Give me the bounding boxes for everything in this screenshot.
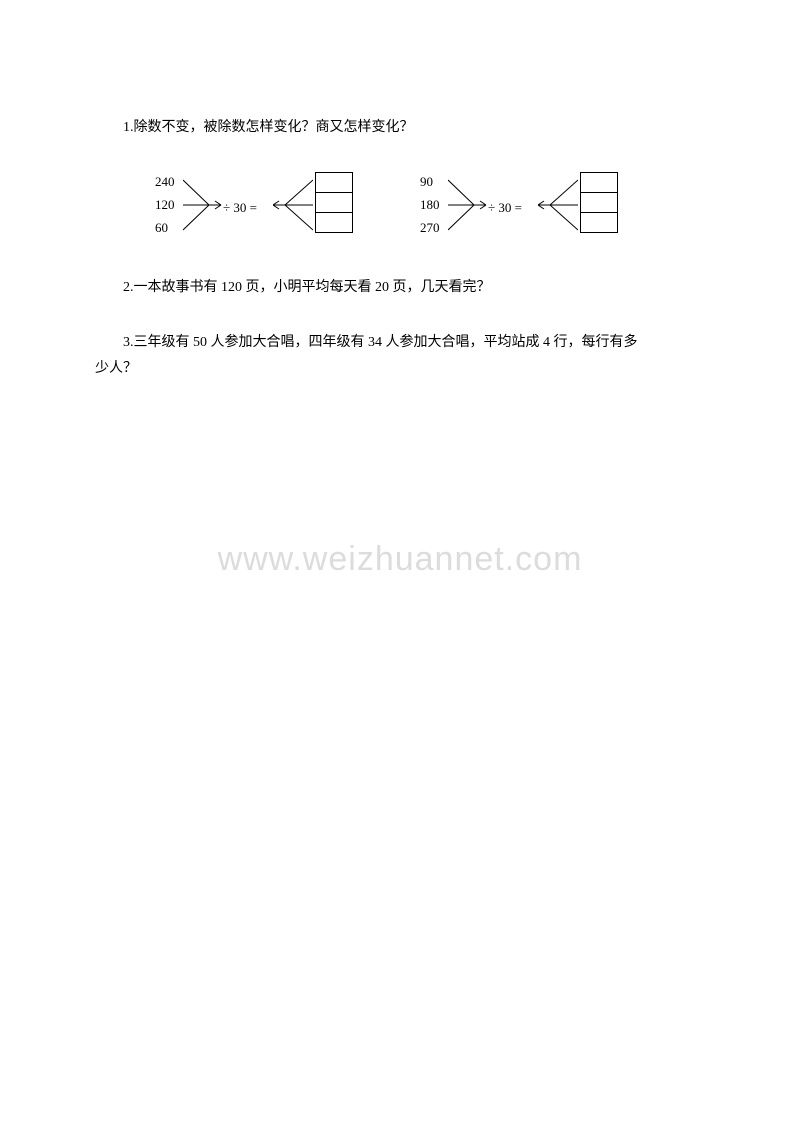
input-value: 90 xyxy=(420,170,440,193)
diagram-2: 90 180 270 ÷ 30 = xyxy=(420,170,635,240)
watermark-text: www.weizhuannet.com xyxy=(0,540,800,579)
q2-text: 2.一本故事书有 120 页，小明平均每天看 20 页，几天看完？ xyxy=(95,275,705,300)
q1-text: 1.除数不变，被除数怎样变化？商又怎样变化？ xyxy=(95,115,705,140)
converge-left-icon xyxy=(183,170,223,249)
answer-box[interactable] xyxy=(315,172,353,193)
answer-box[interactable] xyxy=(315,192,353,213)
operation-text: ÷ 30 = xyxy=(223,196,257,219)
operation-text: ÷ 30 = xyxy=(488,196,522,219)
input-value: 60 xyxy=(155,216,175,239)
input-value: 270 xyxy=(420,216,440,239)
diagram-2-inputs: 90 180 270 xyxy=(420,170,440,239)
page-content: 1.除数不变，被除数怎样变化？商又怎样变化？ 240 120 60 xyxy=(0,0,800,381)
question-3: 3.三年级有 50 人参加大合唱，四年级有 34 人参加大合唱，平均站成 4 行… xyxy=(95,330,705,380)
input-value: 120 xyxy=(155,193,175,216)
diverge-right-icon xyxy=(538,170,578,249)
answer-box[interactable] xyxy=(315,212,353,233)
answer-box[interactable] xyxy=(580,192,618,213)
diagram-1-inputs: 240 120 60 xyxy=(155,170,175,239)
q3-line1: 3.三年级有 50 人参加大合唱，四年级有 34 人参加大合唱，平均站成 4 行… xyxy=(95,330,705,355)
input-value: 240 xyxy=(155,170,175,193)
question-2: 2.一本故事书有 120 页，小明平均每天看 20 页，几天看完？ xyxy=(95,275,705,300)
answer-boxes xyxy=(315,172,353,232)
diagram-1: 240 120 60 ÷ 30 = xyxy=(155,170,370,240)
converge-left-icon xyxy=(448,170,488,249)
q3-line2: 少人？ xyxy=(95,356,705,381)
input-value: 180 xyxy=(420,193,440,216)
diverge-right-icon xyxy=(273,170,313,249)
answer-boxes xyxy=(580,172,618,232)
q1-diagrams: 240 120 60 ÷ 30 = xyxy=(155,170,705,240)
answer-box[interactable] xyxy=(580,172,618,193)
answer-box[interactable] xyxy=(580,212,618,233)
question-1: 1.除数不变，被除数怎样变化？商又怎样变化？ 240 120 60 xyxy=(95,115,705,240)
